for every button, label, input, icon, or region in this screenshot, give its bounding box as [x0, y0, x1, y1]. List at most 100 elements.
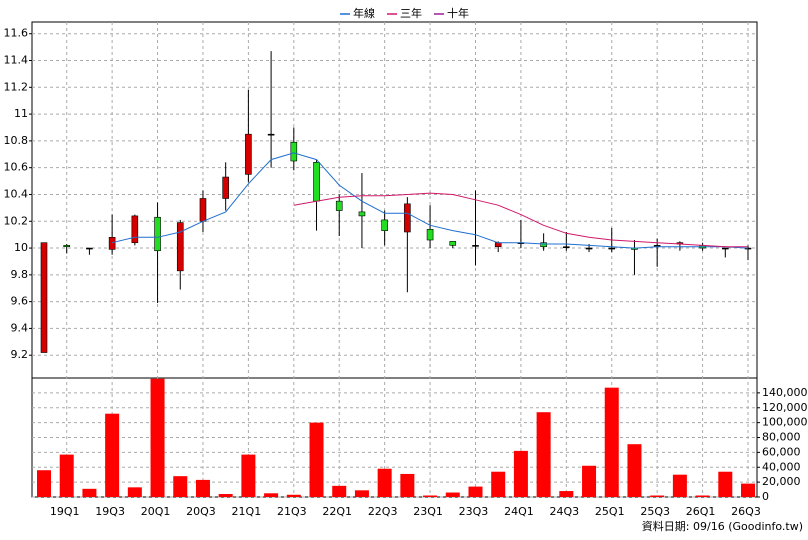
candle-body — [426, 229, 434, 241]
bar — [741, 483, 756, 497]
candle-body — [335, 200, 343, 211]
candle-body — [245, 133, 252, 175]
bar — [400, 473, 415, 497]
candle-body — [563, 246, 570, 249]
candle-body — [358, 211, 366, 217]
bar — [286, 494, 301, 497]
y-tick-label: 10.2 — [4, 214, 29, 227]
y-tick-label: 10.6 — [4, 161, 29, 174]
y-tick-label: 10.4 — [4, 187, 29, 200]
bar — [559, 491, 574, 497]
bar — [650, 495, 665, 497]
candle-body — [313, 162, 320, 202]
x-tick-label: 19Q1 — [50, 505, 80, 518]
bar — [309, 422, 324, 497]
candle-body — [108, 237, 116, 250]
legend-label: 三年 — [400, 6, 422, 20]
x-tick-label: 21Q3 — [277, 505, 307, 518]
y-tick-label: 140,000 — [762, 386, 808, 399]
bar — [332, 485, 347, 497]
bar — [37, 470, 51, 497]
y-tick-label: 100,000 — [762, 416, 808, 429]
y-tick-label: 10 — [14, 241, 28, 254]
candle-body — [199, 198, 207, 222]
bar — [173, 476, 188, 497]
bar — [195, 479, 210, 497]
bar — [695, 495, 710, 497]
x-tick-label: 20Q1 — [141, 505, 171, 518]
y-tick-label: 11 — [14, 107, 28, 120]
y-tick-label: 60,000 — [762, 445, 801, 458]
candle-body — [449, 241, 457, 246]
bar — [59, 454, 74, 497]
bar — [423, 495, 438, 497]
legend-label: 十年 — [447, 6, 469, 20]
candle-body — [131, 215, 139, 243]
y-tick-label: 11.2 — [4, 80, 29, 93]
line-series — [111, 152, 749, 249]
candle-body — [154, 216, 161, 252]
x-tick-label: 23Q3 — [459, 505, 489, 518]
x-tick-label: 26Q1 — [686, 505, 716, 518]
bar — [445, 492, 460, 497]
bar — [513, 450, 528, 497]
x-tick-label: 19Q3 — [95, 505, 125, 518]
x-tick-label: 20Q3 — [186, 505, 216, 518]
plot-frame — [31, 21, 758, 498]
y-tick-label: 11.4 — [4, 54, 29, 67]
bar — [582, 465, 597, 497]
candle-body — [721, 247, 729, 250]
candle-body — [222, 176, 229, 199]
bar — [354, 490, 369, 497]
candle-body — [290, 141, 298, 162]
bar — [105, 413, 120, 497]
line-series — [293, 192, 748, 248]
x-tick-label: 25Q1 — [595, 505, 625, 518]
x-tick-label: 25Q3 — [640, 505, 670, 518]
y-tick-label: 20,000 — [762, 475, 801, 488]
bar — [536, 412, 551, 497]
candle-body — [585, 247, 593, 250]
bar — [672, 474, 687, 497]
y-tick-label: 0 — [762, 490, 769, 503]
candle-body — [472, 245, 479, 247]
candle-body — [404, 203, 411, 233]
x-tick-label: 24Q1 — [504, 505, 534, 518]
bar — [241, 454, 256, 497]
bar — [468, 486, 483, 497]
y-tick-label: 120,000 — [762, 401, 808, 414]
candle-body — [176, 222, 184, 272]
bar — [150, 378, 165, 497]
x-tick-label: 21Q1 — [232, 505, 262, 518]
footer: 資料日期: 09/16 (Goodinfo.tw) — [642, 519, 803, 533]
y-tick-label: 9.8 — [11, 268, 29, 281]
candle-body — [608, 247, 616, 250]
candle-body — [63, 245, 71, 248]
y-tick-label: 9.6 — [11, 295, 29, 308]
y-tick-label: 10.8 — [4, 134, 29, 147]
y-tick-label: 11.6 — [4, 27, 29, 40]
candle-body — [540, 242, 547, 248]
y-tick-label: 9.4 — [11, 321, 29, 334]
bar — [264, 493, 279, 497]
candle-body — [267, 133, 275, 136]
bar — [127, 487, 142, 497]
x-tick-label: 24Q3 — [550, 505, 580, 518]
candle-body — [744, 247, 752, 250]
bar — [627, 444, 642, 497]
candle-body — [381, 219, 388, 231]
y-tick-label: 40,000 — [762, 460, 801, 473]
bar — [491, 471, 506, 497]
y-tick-label: 80,000 — [762, 431, 801, 444]
x-tick-label: 22Q1 — [322, 505, 352, 518]
y-tick-label: 9.2 — [11, 348, 29, 361]
candle-body — [494, 242, 502, 248]
bar — [82, 488, 97, 497]
bar — [377, 468, 392, 497]
bar — [718, 471, 733, 497]
candle-body — [40, 242, 48, 353]
candle-body — [86, 247, 93, 250]
bar — [218, 494, 233, 497]
x-tick-label: 26Q3 — [731, 505, 761, 518]
